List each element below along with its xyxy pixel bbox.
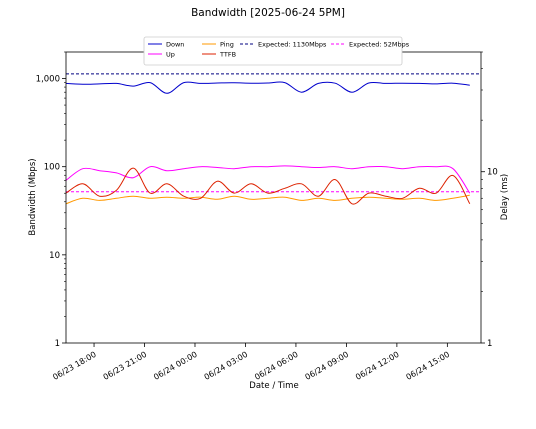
legend-label-0: Down	[166, 41, 184, 49]
chart-title: Bandwidth [2025-06-24 5PM]	[191, 7, 345, 19]
series-line-ttfb	[65, 167, 471, 205]
legend-label-2: Ping	[220, 41, 234, 49]
legend-label-1: Up	[166, 51, 175, 59]
x-tick-label: 06/24 15:00	[405, 350, 452, 382]
legend: Down Up Ping TTFB Expected: 1130Mbps Expected…	[143, 36, 410, 66]
y2-tick-label: 10	[487, 168, 498, 178]
y-tick-label: 1	[55, 339, 60, 349]
x-tick-label: 06/24 06:00	[253, 350, 300, 382]
x-tick-label: 06/24 12:00	[354, 350, 401, 382]
y-tick-label: 100	[44, 163, 60, 173]
series-line-down	[65, 81, 470, 94]
x-tick-label: 06/23 18:00	[51, 350, 98, 382]
legend-label-5: Expected: 52Mbps	[349, 41, 410, 49]
x-tick-label: 06/24 09:00	[304, 350, 351, 382]
y-axis-label: Bandwidth (Mbps)	[28, 158, 38, 235]
plot-area	[65, 73, 481, 205]
x-tick-label: 06/24 03:00	[203, 350, 250, 382]
y-tick-label: 1,000	[36, 75, 60, 85]
series-line-up	[65, 165, 471, 194]
series-line-ping	[65, 194, 470, 205]
legend-label-4: Expected: 1130Mbps	[258, 41, 327, 49]
x-axis-label: Date / Time	[249, 381, 298, 391]
y2-tick-label: 1	[487, 339, 492, 349]
y-tick-label: 10	[49, 251, 60, 261]
x-tick-label: 06/23 21:00	[102, 350, 149, 382]
x-tick-label: 06/24 00:00	[152, 350, 199, 382]
legend-label-3: TTFB	[219, 51, 236, 59]
y2-axis-label: Delay (ms)	[500, 174, 510, 220]
